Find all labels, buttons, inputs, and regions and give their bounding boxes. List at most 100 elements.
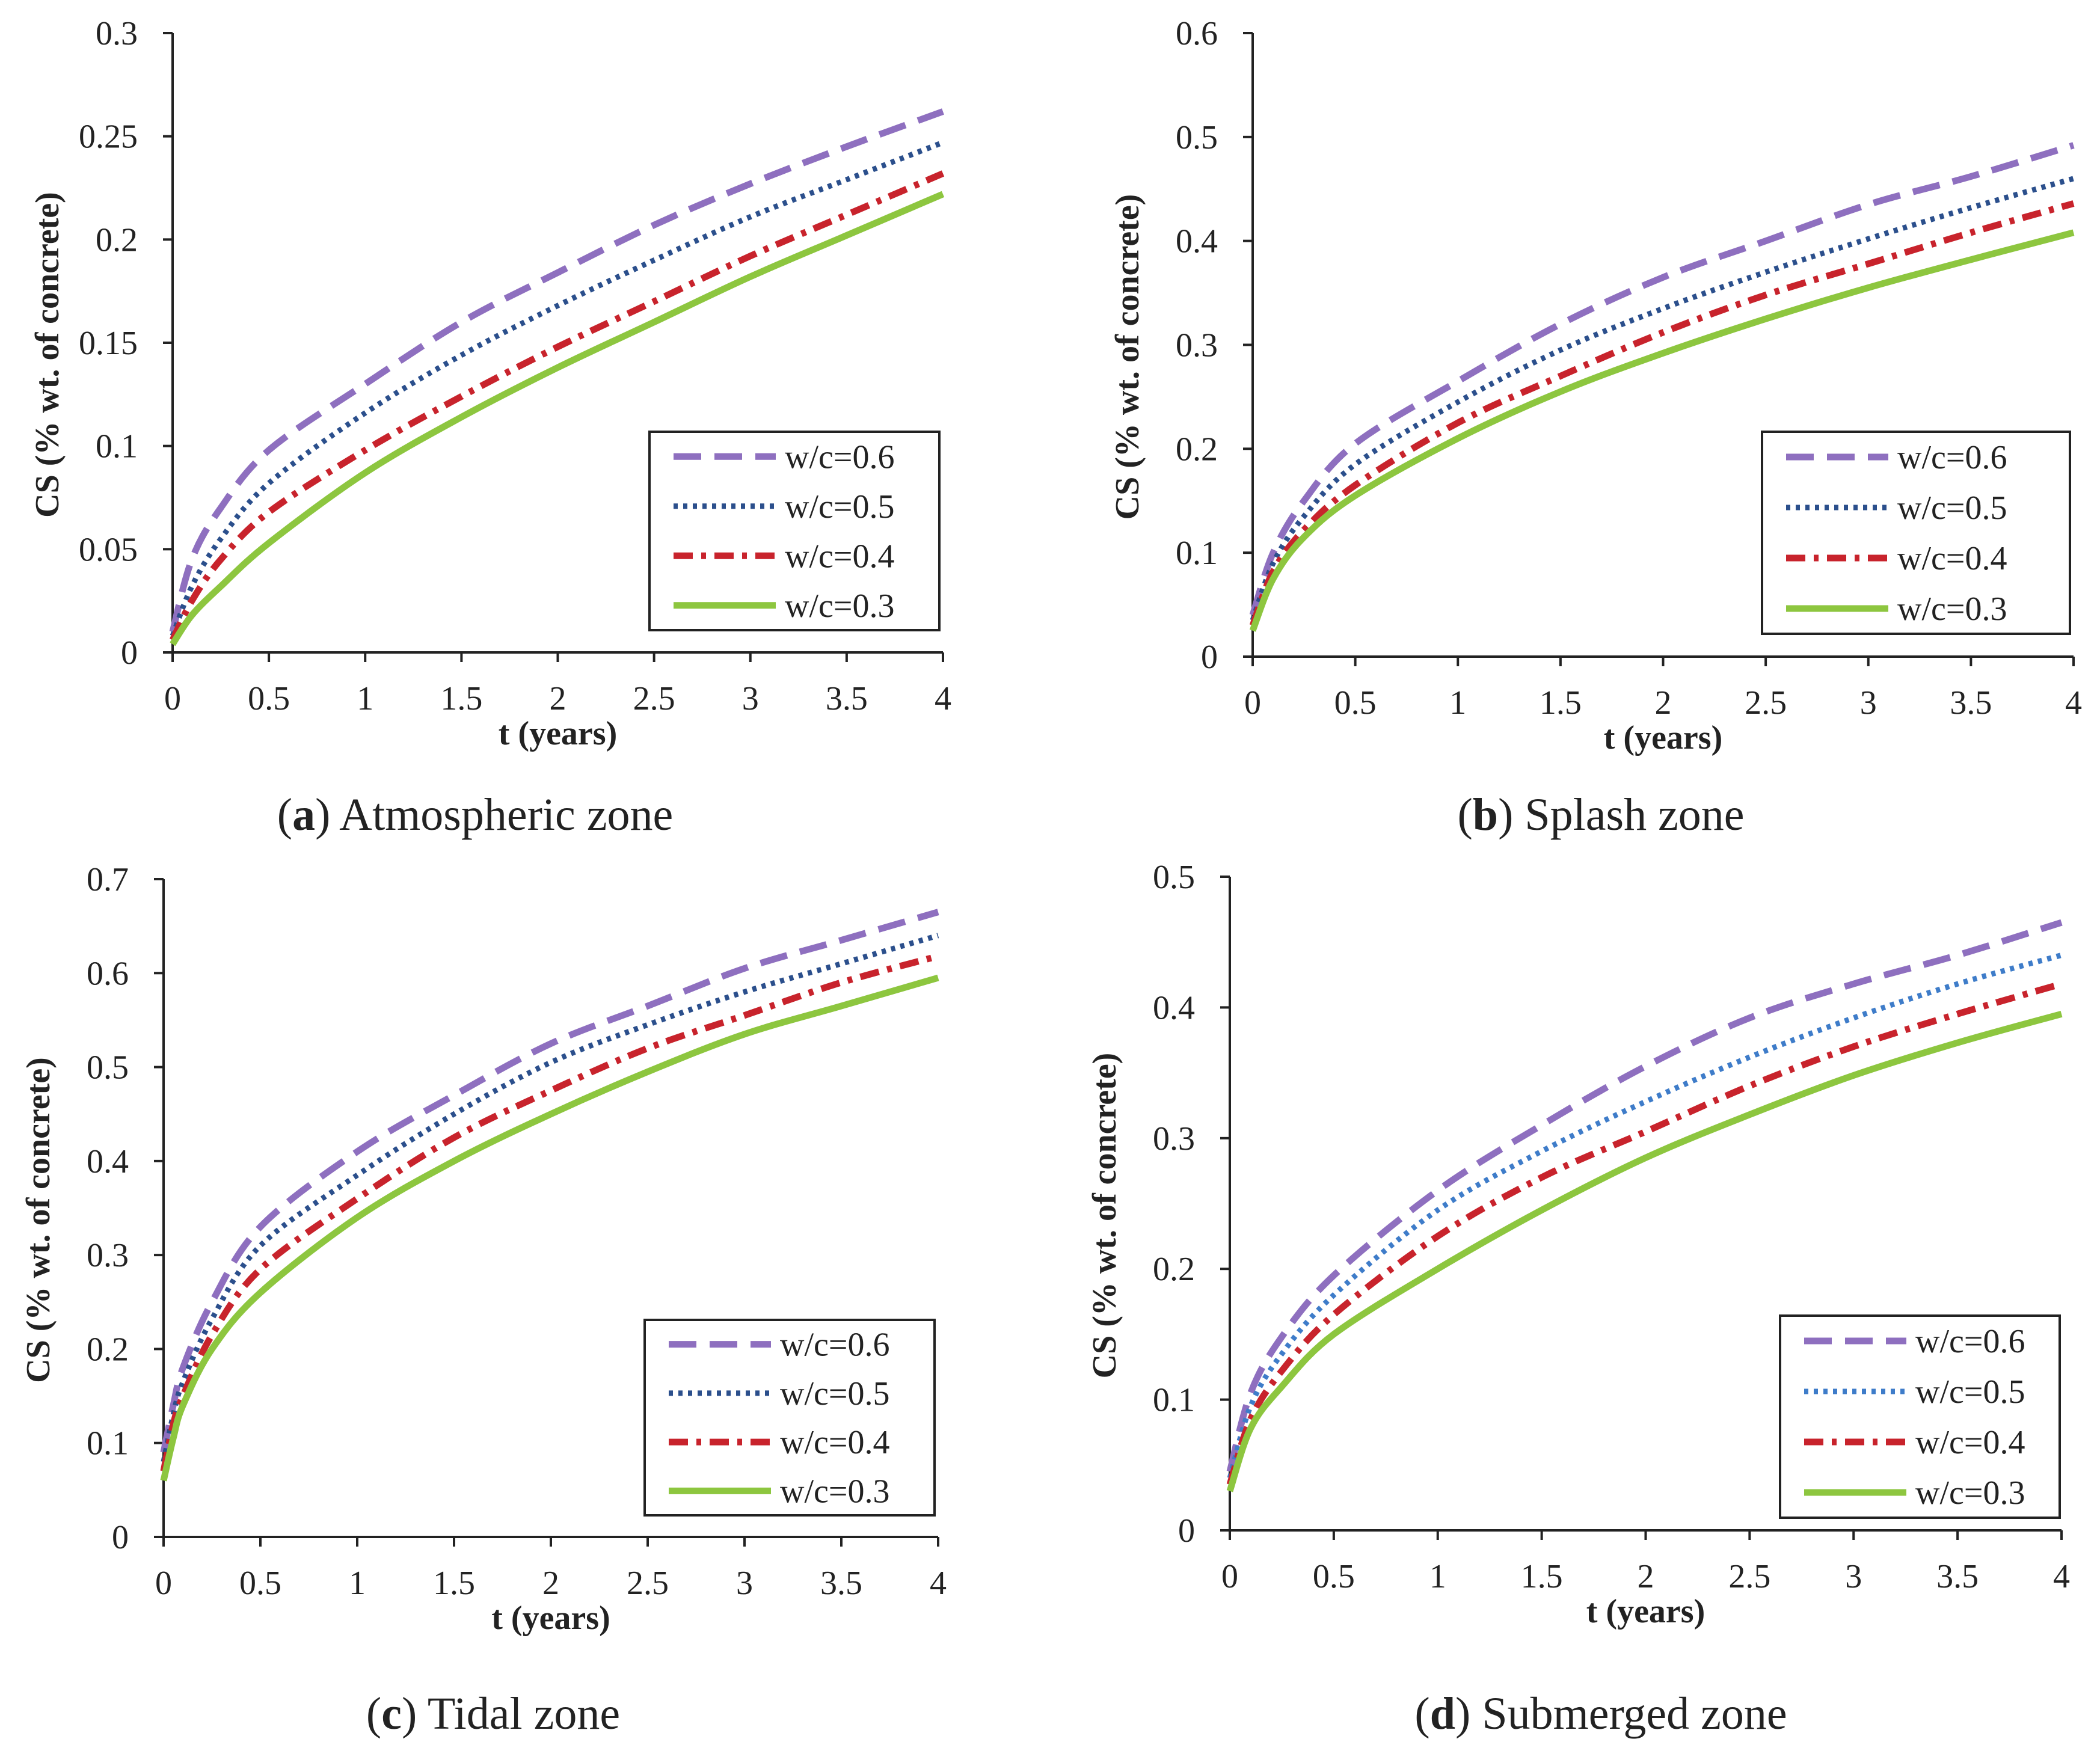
legend-label: w/c=0.4 bbox=[1915, 1424, 2025, 1461]
y-axis-title: CS (% wt. of concrete) bbox=[20, 1057, 57, 1383]
y-tick-label: 0.5 bbox=[1153, 859, 1195, 896]
x-tick-label: 4 bbox=[2053, 1558, 2070, 1595]
series-line bbox=[170, 170, 945, 642]
x-tick-label: 3.5 bbox=[1950, 684, 1992, 722]
series-line bbox=[1226, 1010, 2063, 1492]
x-tick-label: 1.5 bbox=[433, 1565, 475, 1602]
legend-label: w/c=0.5 bbox=[785, 488, 894, 526]
x-tick-label: 2.5 bbox=[1745, 684, 1787, 722]
x-tick-label: 2.5 bbox=[633, 680, 675, 717]
y-tick-label: 0.1 bbox=[96, 428, 138, 465]
series-line bbox=[160, 952, 939, 1472]
y-tick-label: 0.2 bbox=[1153, 1251, 1195, 1288]
panel-caption: (c) Tidal zone bbox=[366, 1688, 620, 1739]
y-tick-label: 0.6 bbox=[87, 955, 129, 992]
x-axis-title: t (years) bbox=[1604, 719, 1722, 756]
x-axis-title: t (years) bbox=[491, 1599, 610, 1637]
x-tick-label: 4 bbox=[2065, 684, 2082, 722]
x-tick-label: 4 bbox=[930, 1565, 947, 1602]
legend-label: w/c=0.5 bbox=[1897, 489, 2007, 527]
legend-label: w/c=0.4 bbox=[1897, 540, 2007, 577]
y-tick-label: 0.5 bbox=[1176, 119, 1218, 156]
y-axis-title: CS (% wt. of concrete) bbox=[29, 192, 66, 518]
x-tick-label: 1 bbox=[1429, 1558, 1446, 1595]
x-tick-label: 0.5 bbox=[239, 1565, 281, 1602]
x-tick-label: 0 bbox=[1244, 684, 1261, 722]
series-line bbox=[160, 974, 939, 1482]
y-tick-label: 0.4 bbox=[1153, 989, 1195, 1026]
y-tick-label: 0.2 bbox=[96, 221, 138, 259]
chart-panel-a: 0 0.05 0.1 0.15 0.2 0.25 0.3 0 0.5 1 1.5 2 2.5 3 3.5 4 t… bbox=[29, 15, 951, 840]
y-tick-label: 0.5 bbox=[87, 1049, 129, 1087]
series-line bbox=[1249, 200, 2075, 627]
y-tick-label: 0.2 bbox=[1176, 431, 1218, 468]
legend-label: w/c=0.5 bbox=[1915, 1373, 2025, 1411]
y-tick-label: 0 bbox=[1201, 639, 1218, 676]
series-line bbox=[1250, 176, 2075, 622]
x-tick-label: 2.5 bbox=[627, 1565, 669, 1602]
y-tick-label: 0.4 bbox=[87, 1143, 129, 1180]
x-tick-label: 4 bbox=[935, 680, 951, 717]
x-tick-label: 3 bbox=[742, 680, 759, 717]
y-tick-label: 0.1 bbox=[1176, 535, 1218, 572]
series-line bbox=[1226, 919, 2063, 1473]
x-tick-label: 0.5 bbox=[1313, 1558, 1355, 1595]
x-tick-label: 0 bbox=[164, 680, 181, 717]
legend-label: w/c=0.3 bbox=[785, 587, 894, 625]
y-tick-label: 0.7 bbox=[87, 861, 129, 898]
x-tick-label: 3.5 bbox=[1936, 1558, 1979, 1595]
y-tick-label: 0 bbox=[121, 634, 138, 672]
x-tick-label: 0 bbox=[155, 1565, 172, 1602]
legend: w/c=0.6 w/c=0.5 w/c=0.4 w/c=0.3 bbox=[1761, 431, 2071, 635]
y-tick-label: 0.6 bbox=[1176, 15, 1218, 52]
y-tick-label: 0.3 bbox=[1176, 327, 1218, 364]
y-tick-label: 0 bbox=[112, 1519, 129, 1556]
series-line bbox=[161, 933, 939, 1462]
legend-label: w/c=0.5 bbox=[780, 1375, 889, 1412]
x-tick-label: 2 bbox=[550, 680, 566, 717]
x-tick-label: 0 bbox=[1221, 1558, 1238, 1595]
x-tick-label: 2 bbox=[1655, 684, 1672, 722]
legend-label: w/c=0.4 bbox=[785, 538, 894, 575]
x-tick-label: 3.5 bbox=[820, 1565, 862, 1602]
legend-box bbox=[1779, 1314, 2061, 1519]
x-tick-label: 1 bbox=[1449, 684, 1466, 722]
y-tick-label: 0.3 bbox=[1153, 1120, 1195, 1158]
legend-label: w/c=0.6 bbox=[1915, 1323, 2025, 1360]
panel-caption: (b) Splash zone bbox=[1457, 790, 1744, 840]
series-line bbox=[1227, 952, 2063, 1479]
x-axis-title: t (years) bbox=[1586, 1593, 1705, 1630]
legend-label: w/c=0.6 bbox=[780, 1326, 889, 1364]
y-tick-label: 0.15 bbox=[79, 325, 138, 362]
x-tick-label: 3.5 bbox=[826, 680, 868, 717]
legend-label: w/c=0.3 bbox=[1915, 1474, 2025, 1512]
y-tick-label: 0.1 bbox=[87, 1425, 129, 1462]
x-tick-label: 3 bbox=[1860, 684, 1877, 722]
y-axis-title: CS (% wt. of concrete) bbox=[1086, 1053, 1123, 1379]
y-tick-label: 0.4 bbox=[1176, 223, 1218, 260]
legend-box bbox=[1761, 431, 2071, 635]
legend-label: w/c=0.6 bbox=[1897, 439, 2007, 476]
y-tick-label: 0.3 bbox=[87, 1237, 129, 1274]
chart-panel-b: 0 0.1 0.2 0.3 0.4 0.5 0.6 0 0.5 1 1.5 2 2.5 3 3.5 4 t (y… bbox=[1109, 15, 2082, 840]
panel-caption: (d) Submerged zone bbox=[1414, 1688, 1787, 1739]
x-tick-label: 3 bbox=[736, 1565, 753, 1602]
y-tick-label: 0.2 bbox=[87, 1331, 129, 1368]
series-line bbox=[160, 909, 939, 1453]
x-tick-label: 1.5 bbox=[1521, 1558, 1563, 1595]
x-tick-label: 2.5 bbox=[1728, 1558, 1770, 1595]
x-axis-title: t (years) bbox=[499, 715, 617, 752]
series-line bbox=[170, 140, 944, 637]
y-tick-label: 0.3 bbox=[96, 15, 138, 52]
chart-panel-d: 0 0.1 0.2 0.3 0.4 0.5 0 0.5 1 1.5 2 2.5 3 3.5 4 t (year… bbox=[1086, 859, 2070, 1739]
x-tick-label: 0.5 bbox=[248, 680, 290, 717]
y-tick-label: 0 bbox=[1178, 1512, 1195, 1550]
legend-box bbox=[648, 431, 941, 631]
chart-panel-c: 0 0.1 0.2 0.3 0.4 0.5 0.6 0.7 0 0.5 1 1.5 2 2.5 3 3.5 4 t… bbox=[20, 861, 947, 1739]
legend-label: w/c=0.3 bbox=[780, 1473, 889, 1510]
legend-label: w/c=0.6 bbox=[785, 438, 894, 476]
y-tick-label: 0.25 bbox=[79, 118, 138, 156]
legend: w/c=0.6 w/c=0.5 w/c=0.4 w/c=0.3 bbox=[1779, 1314, 2061, 1519]
x-tick-label: 1 bbox=[357, 680, 373, 717]
y-tick-label: 0.05 bbox=[79, 531, 138, 568]
